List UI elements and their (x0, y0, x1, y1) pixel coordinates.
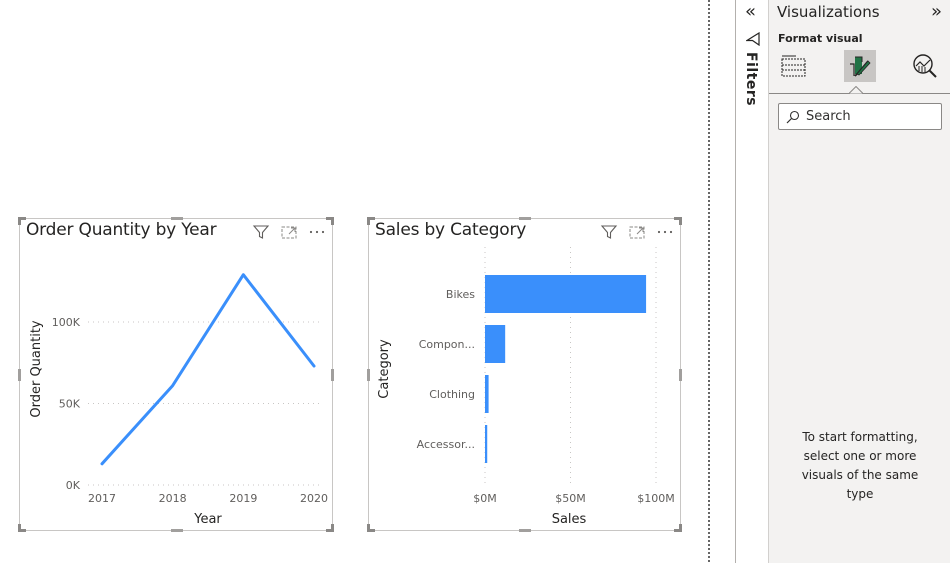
visualizations-pane: Visualizations » Format visual (768, 0, 950, 563)
resize-handle-bottom[interactable] (519, 529, 531, 532)
bar[interactable] (485, 275, 647, 313)
search-icon (786, 110, 800, 123)
bar[interactable] (485, 425, 488, 463)
resize-handle-left[interactable] (367, 369, 370, 381)
focus-mode-icon[interactable] (628, 224, 646, 240)
x-tick-label: 2018 (159, 492, 187, 505)
report-canvas[interactable]: Order Quantity by Year 0K 50K 100K 2017 2018… (0, 0, 710, 563)
resize-handle-right[interactable] (331, 369, 334, 381)
resize-handle-left[interactable] (18, 369, 21, 381)
category-label: Accessor... (417, 438, 475, 451)
bar[interactable] (485, 325, 506, 363)
resize-handle-bottom-right[interactable] (326, 524, 334, 532)
filters-pane[interactable]: « Filters (735, 0, 768, 563)
resize-handle-top-right[interactable] (674, 217, 682, 225)
resize-handle-bottom-left[interactable] (367, 524, 375, 532)
resize-handle-top[interactable] (519, 217, 531, 220)
search-input[interactable]: Search (778, 103, 942, 130)
x-tick-label: $50M (555, 492, 586, 505)
y-tick-label: 50K (59, 398, 81, 411)
visual-title: Sales by Category (375, 220, 527, 240)
y-tick-label: 0K (66, 479, 81, 492)
more-options-icon[interactable] (308, 224, 326, 240)
format-visual-label: Format visual (778, 32, 863, 45)
empty-state-message: To start formatting, select one or more … (801, 430, 919, 501)
y-axis-title: Order Quantity (29, 320, 44, 418)
x-tick-label: $100M (637, 492, 675, 505)
visual-header (252, 224, 326, 240)
bar[interactable] (485, 375, 489, 413)
resize-handle-top[interactable] (171, 217, 183, 220)
x-tick-label: 2020 (300, 492, 328, 505)
x-tick-label: 2017 (88, 492, 116, 505)
category-label: Compon... (419, 338, 475, 351)
resize-handle-right[interactable] (679, 369, 682, 381)
x-tick-label: $0M (473, 492, 497, 505)
resize-handle-bottom[interactable] (171, 529, 183, 532)
filters-label[interactable]: Filters (743, 52, 759, 107)
resize-handle-top-right[interactable] (326, 217, 334, 225)
tab-format-visual[interactable] (844, 50, 876, 82)
visual-title: Order Quantity by Year (26, 220, 217, 240)
visual-sales-by-category[interactable]: Sales by Category $0M $50M $100M Bikes Compo… (367, 217, 682, 532)
more-options-icon[interactable] (656, 224, 674, 240)
filter-icon[interactable] (252, 224, 270, 240)
resize-handle-top-left[interactable] (18, 217, 26, 225)
x-axis-title: Sales (552, 512, 587, 527)
category-label: Clothing (429, 388, 475, 401)
format-paintbrush-icon (850, 56, 871, 77)
resize-handle-bottom-right[interactable] (674, 524, 682, 532)
resize-handle-top-left[interactable] (367, 217, 375, 225)
visual-header (600, 224, 674, 240)
x-tick-label: 2019 (229, 492, 257, 505)
filter-icon[interactable] (600, 224, 618, 240)
analytics-magnifier-icon (913, 54, 937, 78)
pane-title: Visualizations (777, 3, 880, 21)
expand-pane-button[interactable]: » (930, 1, 942, 22)
bar-chart-plot[interactable]: $0M $50M $100M Bikes Compon... Clothing Access… (369, 219, 682, 532)
viz-pane-tabs (769, 50, 950, 82)
active-tab-indicator (849, 86, 863, 94)
y-axis-title: Category (377, 339, 392, 399)
filter-icon (744, 31, 760, 50)
y-tick-label: 100K (52, 316, 81, 329)
search-placeholder: Search (806, 109, 851, 124)
collapse-filters-button[interactable]: « (745, 1, 757, 22)
x-axis-title: Year (193, 512, 222, 527)
page-boundary (708, 0, 710, 563)
tab-analytics[interactable] (909, 50, 941, 82)
build-visual-icon (781, 55, 806, 77)
data-line[interactable] (100, 273, 316, 466)
visual-order-quantity-by-year[interactable]: Order Quantity by Year 0K 50K 100K 2017 2018… (18, 217, 334, 532)
tab-build-visual[interactable] (777, 50, 809, 82)
resize-handle-bottom-left[interactable] (18, 524, 26, 532)
focus-mode-icon[interactable] (280, 224, 298, 240)
category-label: Bikes (446, 288, 475, 301)
